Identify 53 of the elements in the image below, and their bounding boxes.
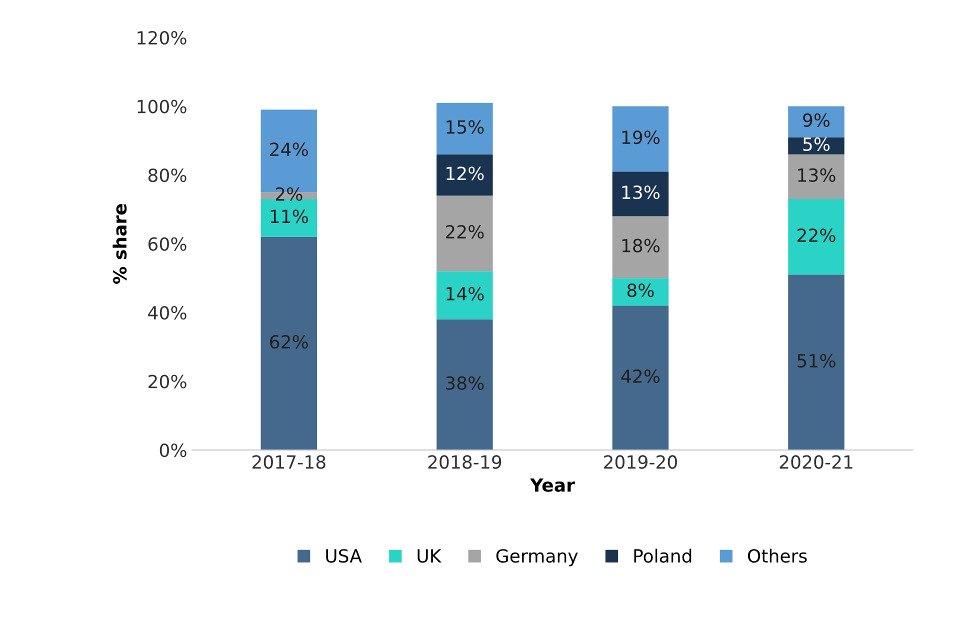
bar: [612, 306, 669, 450]
data-label: 13%: [798, 168, 836, 182]
x-tick-label: 2018-19: [428, 455, 502, 469]
legend-label: UK: [418, 549, 442, 563]
data-label: 62%: [270, 335, 308, 349]
data-label: 18%: [622, 238, 660, 252]
data-label: 42%: [621, 369, 660, 384]
y-tick-label: 80%: [148, 168, 186, 182]
bar: [436, 102, 493, 154]
bar: [260, 199, 318, 237]
data-label: 15%: [446, 120, 484, 134]
bar: [612, 278, 669, 306]
data-label: 38%: [446, 376, 484, 390]
x-axis-title: Year: [530, 478, 575, 492]
data-label: 8%: [627, 283, 654, 298]
legend-label: USA: [326, 549, 362, 563]
data-label: 19%: [622, 130, 660, 144]
bar: [612, 172, 669, 216]
bar: [260, 236, 318, 450]
bar: [788, 106, 844, 138]
x-tick-label: 2020-21: [780, 455, 852, 469]
data-label: 13%: [622, 185, 660, 200]
bar: [612, 106, 669, 172]
data-label: 12%: [446, 166, 484, 180]
legend-label: Poland: [634, 548, 692, 563]
data-label: 9%: [803, 113, 830, 127]
bar: [436, 271, 493, 320]
y-tick-label: 100%: [138, 100, 186, 114]
bar: [436, 319, 493, 450]
y-tick-label: 40%: [148, 306, 186, 320]
bar: [788, 274, 844, 450]
bar: [788, 137, 844, 154]
y-tick-label: 20%: [148, 374, 186, 388]
legend-label: Others: [748, 548, 807, 563]
x-tick-label: 2019-20: [604, 455, 677, 469]
bar: [788, 154, 844, 200]
bar: [436, 196, 493, 272]
y-tick-label: 60%: [148, 237, 186, 251]
bar: [788, 199, 844, 275]
y-tick-label: 120%: [138, 30, 186, 45]
data-label: 24%: [270, 142, 308, 156]
data-label: 51%: [798, 354, 836, 368]
y-axis-title: % share: [112, 204, 127, 284]
data-label: 14%: [446, 286, 484, 301]
x-tick-label: 2017-18: [252, 455, 326, 469]
data-label: 11%: [270, 210, 308, 224]
data-label: 22%: [446, 225, 484, 239]
bar: [436, 154, 493, 196]
y-tick-label: 0%: [160, 443, 186, 458]
data-label: 22%: [798, 228, 836, 242]
bar: [612, 216, 669, 278]
data-label: 5%: [803, 137, 830, 152]
legend-label: Germany: [496, 549, 578, 566]
